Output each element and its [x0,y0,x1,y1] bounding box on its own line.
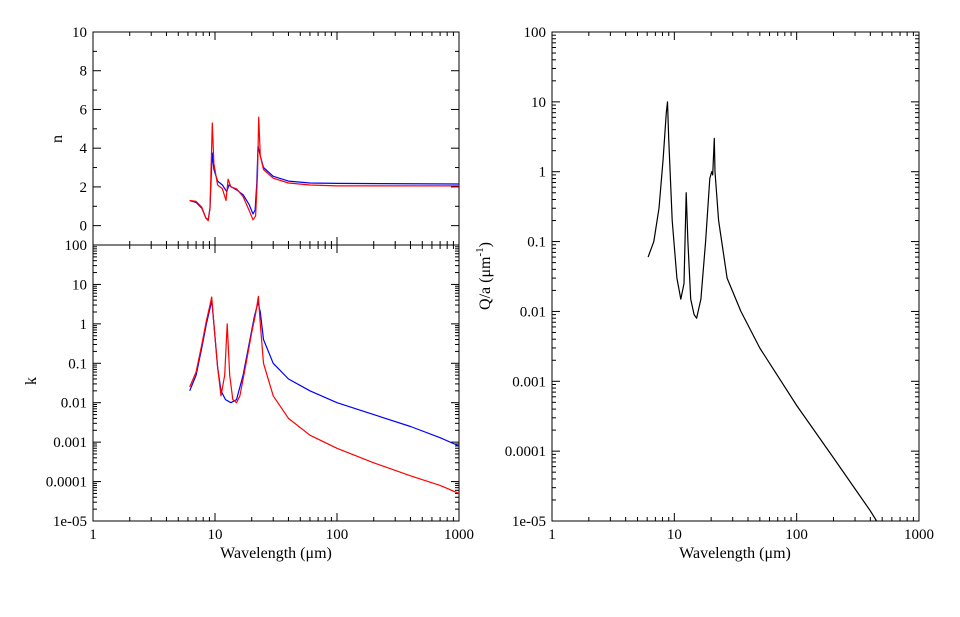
q-panel-x-tick-label: 1000 [904,527,934,543]
k-panel-y-tick-label: 0.001 [53,435,87,451]
q-panel-y-tick-label: 1 [539,165,547,181]
k-panel-series-line-0 [189,299,460,447]
k-panel-y-tick-label: 1e-05 [53,514,87,530]
n-y-axis-label: n [49,135,66,143]
q-panel-y-tick-label: 10 [531,95,546,111]
n-panel-y-tick-label: 10 [72,25,87,41]
k-panel-y-tick-label: 100 [65,238,88,254]
q-y-axis-label-main: Q/a (μm [477,256,494,310]
q-panel-frame [551,31,920,522]
k-panel-x-tick-label: 10 [208,527,223,543]
q-panel-x-tick-label: 100 [785,527,808,543]
k-panel-series-line-1 [189,295,460,494]
q-y-axis-label: Q/a (μm-1) [474,242,494,310]
n-panel-y-tick-label: 4 [80,141,88,157]
q-panel-y-tick-label: 100 [524,25,547,41]
k-x-axis-label: Wavelength (μm) [220,545,332,562]
n-panel-y-tick-label: 2 [80,180,88,196]
q-panel-y-tick-label: 0.001 [512,374,546,390]
k-y-axis-label: k [23,377,40,385]
n-panel: 0 2 4 6 8 10 [72,25,460,246]
q-panel: 1 10 100 1000 1e-05 0.0001 0.001 0.01 0.1 1 10 100 [505,25,934,543]
n-panel-y-tick-label: 0 [80,219,88,235]
q-x-axis-label: Wavelength (μm) [679,545,791,562]
k-panel-x-tick-label: 1 [89,527,97,543]
k-panel-y-tick-label: 0.01 [61,396,87,412]
k-panel-x-tick-label: 100 [326,527,349,543]
q-panel-series-line-0 [647,101,878,522]
k-panel-y-tick-label: 0.0001 [46,475,87,491]
k-panel-y-tick-label: 1 [80,317,88,333]
k-panel-frame [92,244,460,522]
q-y-axis-label-exponent: -1 [474,247,486,256]
n-panel-series-line-1 [189,116,459,222]
q-panel-x-tick-label: 10 [667,527,682,543]
n-panel-y-tick-label: 8 [80,64,88,80]
q-panel-y-tick-label: 0.1 [527,235,546,251]
q-panel-y-tick-label: 0.01 [520,304,546,320]
q-panel-y-tick-label: 1e-05 [512,514,546,530]
k-panel-y-tick-label: 0.1 [68,356,87,372]
k-panel-x-tick-label: 1000 [444,527,474,543]
q-panel-x-tick-label: 1 [548,527,556,543]
n-panel-frame [92,31,460,246]
n-panel-y-tick-label: 6 [80,102,88,118]
k-panel: 1 10 100 1000 1e-05 0.0001 0.001 0.01 0.1 1 10 100 [46,238,474,543]
k-panel-y-tick-label: 10 [72,277,87,293]
q-y-axis-label-suffix: ) [477,242,494,247]
q-panel-y-tick-label: 0.0001 [505,444,546,460]
